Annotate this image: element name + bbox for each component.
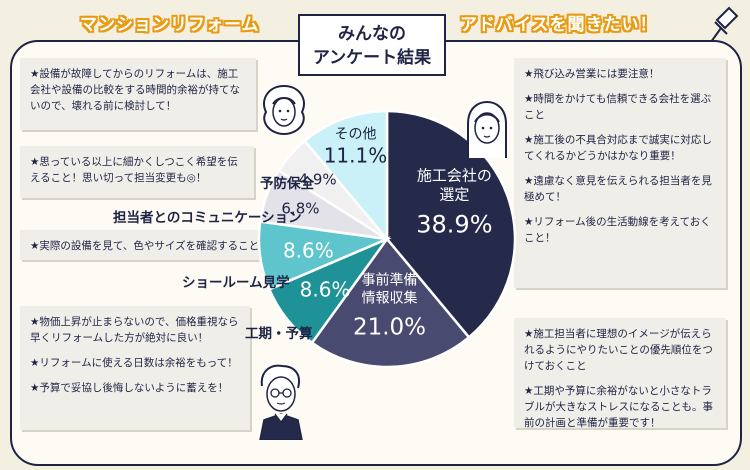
note-preparation: ★施工担当者に理想のイメージが伝えられるようにやりたいことの優先順位をつけておく… [514,318,726,429]
note-text: ★リフォーム後の生活動線を考えておくこと！ [524,216,711,244]
note-text: ★時間をかけても信頼できる会社を選ぶこと [524,93,712,121]
note-text: ★施工後の不具合対応まで誠実に対応してくれるかどうかはかなり重要！ [524,134,712,162]
note-equipment: ★設備が故障してからのリフォームは、施工会社や設備の比較をする時間的余裕が持てな… [20,58,256,130]
survey-title: みんなの アンケート結果 [298,14,446,76]
note-text: ★リフォームに使える日数は余裕をもって！ [30,357,238,369]
title-line-1: みんなの [338,24,406,44]
pie-slice-0 [385,109,517,340]
note-text: ★遠慮なく意見を伝えられる担当者を見極めて！ [524,175,712,203]
man-glasses-icon [259,364,303,440]
pie-chart: 施工会社の選定事前準備情報収集その他38.9%21.0%8.6%8.6%6.8%… [257,109,517,369]
label-showroom: ショールーム見学 [182,275,290,291]
banner-left: マンションリフォーム [80,15,260,35]
note-text: ★物価上昇が止まらないので、価格重視なら早くリフォームした方が絶対に良い！ [30,316,239,344]
percent-label-6: 11.1% [324,143,388,167]
woman-long-hair-icon [467,100,507,158]
percent-label-4: 6.8% [281,199,319,217]
note-text: ★施工担当者に理想のイメージが伝えられるようにやりたいことの優先順位をつけておく… [524,328,713,372]
percent-label-3: 8.6% [283,239,334,263]
note-text: ★実際の設備を見て、色やサイズを確認すること [30,240,260,252]
label-yobou: 予防保全 [260,176,314,192]
note-company: ★飛び込み営業には要注意！ ★時間をかけても信頼できる会社を選ぶこと ★施工後の… [514,58,726,288]
pie-slice-1 [310,236,471,369]
pie-slice-6 [302,109,389,243]
label-tantou: 担当者とのコミュニケーション [113,210,302,226]
percent-label-2: 8.6% [300,278,351,302]
slice-name-0-1: 選定 [439,186,469,204]
pushpin-icon [710,6,739,43]
percent-label-1: 21.0% [353,315,426,341]
note-text: ★予算で妥協し後悔しないように蓄えを！ [30,382,229,394]
slice-name-0-0: 施工会社の [417,167,492,185]
percent-label-5: 4.9% [299,170,337,188]
note-showroom: ★実際の設備を見て、色やサイズを確認すること [20,230,270,260]
label-kouki: 工期・予算 [245,326,313,342]
note-communication: ★思っている以上に細かくしつこく希望を伝えること！思い切って担当変更も◎！ [20,146,254,198]
note-text: ★飛び込み営業には要注意！ [524,68,660,80]
slice-name-6-0: その他 [334,126,376,142]
slice-name-1-1: 情報収集 [361,290,417,307]
note-budget: ★物価上昇が止まらないので、価格重視なら早くリフォームした方が絶対に良い！ ★リ… [20,306,250,430]
note-text: ★工期や予算に余裕がないと小さなトラブルが大きなストレスになることも。事前の計画… [524,385,713,429]
percent-label-0: 38.9% [416,211,492,239]
banner-right: アドバイスを聞きたい！ [460,15,658,35]
woman-curly-hair-icon [263,84,305,136]
title-line-2: アンケート結果 [312,48,432,68]
slice-name-1-0: 事前準備 [361,272,417,289]
note-text: ★設備が故障してからのリフォームは、施工会社や設備の比較をする時間的余裕が持てな… [30,68,240,112]
note-text: ★思っている以上に細かくしつこく希望を伝えること！思い切って担当変更も◎！ [30,156,238,184]
